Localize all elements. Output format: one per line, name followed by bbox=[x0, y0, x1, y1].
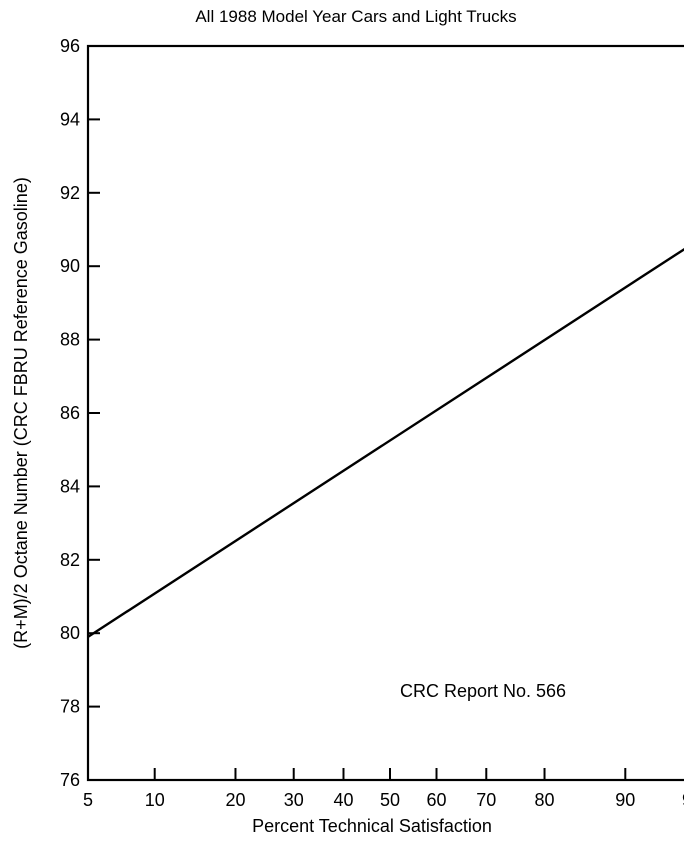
y-tick-label: 86 bbox=[60, 403, 80, 423]
plot-frame bbox=[86, 44, 684, 782]
y-tick-label: 96 bbox=[60, 36, 80, 56]
x-axis-ticks: 5 10 20 30 40 50 60 70 80 90 95 bbox=[83, 768, 684, 810]
x-tick-label: 30 bbox=[284, 790, 304, 810]
y-tick-label: 76 bbox=[60, 770, 80, 790]
y-tick-label: 88 bbox=[60, 330, 80, 350]
series-layer bbox=[87, 247, 684, 638]
x-tick-label: 95 bbox=[682, 790, 684, 810]
x-tick-label: 80 bbox=[535, 790, 555, 810]
y-tick-label: 80 bbox=[60, 623, 80, 643]
y-tick-label: 92 bbox=[60, 183, 80, 203]
y-tick-label: 78 bbox=[60, 697, 80, 717]
chart-title: All 1988 Model Year Cars and Light Truck… bbox=[195, 7, 516, 26]
y-tick-label: 84 bbox=[60, 476, 80, 496]
y-axis-ticks: 76 78 80 82 84 86 88 90 92 94 96 bbox=[60, 36, 100, 790]
y-tick-label: 90 bbox=[60, 256, 80, 276]
x-axis-label: Percent Technical Satisfaction bbox=[252, 816, 492, 836]
y-tick-label: 94 bbox=[60, 109, 80, 129]
x-tick-label: 50 bbox=[380, 790, 400, 810]
y-tick-label: 82 bbox=[60, 550, 80, 570]
x-tick-label: 60 bbox=[426, 790, 446, 810]
series-line-0 bbox=[87, 247, 684, 638]
x-tick-label: 10 bbox=[145, 790, 165, 810]
report-annotation: CRC Report No. 566 bbox=[400, 681, 566, 701]
x-tick-label: 20 bbox=[225, 790, 245, 810]
x-tick-label: 70 bbox=[476, 790, 496, 810]
x-tick-label: 5 bbox=[83, 790, 93, 810]
x-tick-label: 40 bbox=[333, 790, 353, 810]
y-axis-label: (R+M)/2 Octane Number (CRC FBRU Referenc… bbox=[11, 177, 31, 649]
x-tick-label: 90 bbox=[615, 790, 635, 810]
